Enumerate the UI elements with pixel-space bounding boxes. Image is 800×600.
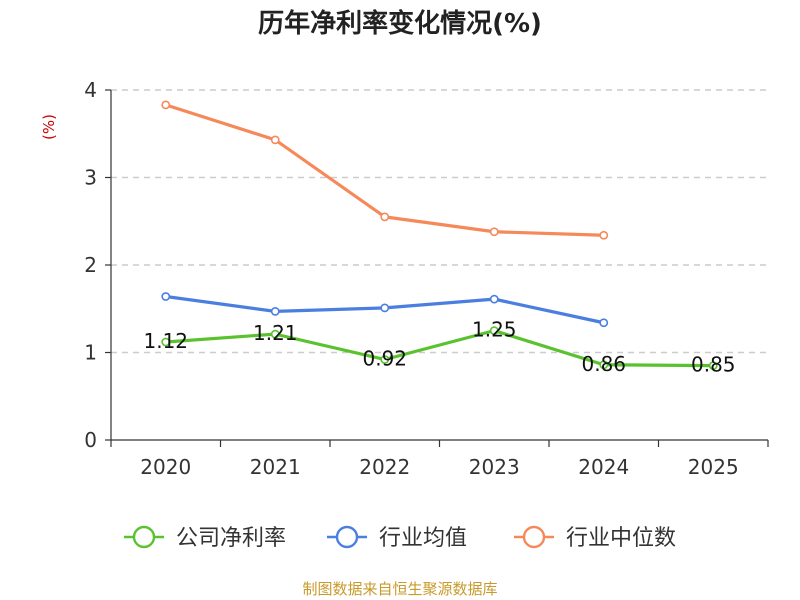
data-point bbox=[380, 212, 390, 222]
legend-item-行业中位数[interactable]: 行业中位数 bbox=[514, 525, 676, 551]
data-label: 1.25 bbox=[472, 318, 517, 342]
series-line-公司净利率 bbox=[165, 329, 714, 368]
data-label: 0.85 bbox=[691, 353, 736, 377]
data-point bbox=[270, 135, 280, 145]
series-group bbox=[161, 100, 718, 371]
axes: 0 1 2 3 4 2020 2021 2022 2023 2024 2025 bbox=[84, 78, 769, 479]
data-labels: 1.12 1.21 0.92 1.25 0.86 0.85 bbox=[143, 318, 735, 377]
x-tick-label-2023: 2023 bbox=[469, 455, 520, 479]
legend-label: 行业中位数 bbox=[566, 526, 676, 551]
legend-label: 公司净利率 bbox=[176, 526, 286, 551]
y-axis-unit-label: (%) bbox=[40, 114, 58, 140]
y-tick-label: 4 bbox=[84, 78, 97, 102]
x-tick-label-2024: 2024 bbox=[578, 455, 629, 479]
gridlines bbox=[111, 89, 768, 354]
legend-marker-icon bbox=[335, 525, 359, 549]
x-tick-label-2025: 2025 bbox=[688, 455, 739, 479]
data-point bbox=[270, 306, 280, 316]
data-label: 0.86 bbox=[581, 352, 626, 376]
data-point bbox=[599, 360, 609, 370]
source-note: 制图数据来自恒生聚源数据库 bbox=[302, 580, 497, 598]
data-point bbox=[380, 355, 390, 364]
data-point bbox=[489, 294, 499, 304]
legend-item-公司净利率[interactable]: 公司净利率 bbox=[124, 525, 286, 551]
data-label: 1.21 bbox=[253, 321, 298, 345]
y-tick-label: 3 bbox=[84, 166, 97, 190]
y-tick-label: 1 bbox=[84, 341, 97, 365]
data-point bbox=[270, 329, 280, 339]
data-point bbox=[161, 292, 171, 301]
legend-item-行业均值[interactable]: 行业均值 bbox=[327, 525, 467, 551]
data-point bbox=[161, 337, 171, 347]
legend-label: 行业均值 bbox=[379, 526, 467, 551]
data-point bbox=[599, 318, 609, 328]
x-tick-label-2020: 2020 bbox=[140, 455, 191, 479]
data-point bbox=[708, 361, 718, 371]
legend-marker-icon bbox=[522, 525, 546, 549]
data-point bbox=[489, 227, 499, 237]
chart-title: 历年净利率变化情况(%) bbox=[258, 8, 542, 39]
legend[interactable]: 公司净利率 行业均值 行业中位数 bbox=[124, 525, 676, 551]
data-point bbox=[489, 326, 499, 336]
y-tick-label: 0 bbox=[84, 428, 97, 452]
data-point bbox=[161, 100, 171, 110]
y-tick-label: 2 bbox=[84, 253, 97, 277]
data-point bbox=[599, 230, 609, 240]
legend-marker-icon bbox=[132, 525, 156, 549]
data-point bbox=[380, 303, 390, 313]
x-tick-label-2021: 2021 bbox=[250, 455, 301, 479]
data-label: 1.12 bbox=[143, 329, 188, 353]
x-tick-label-2022: 2022 bbox=[359, 455, 410, 479]
data-label: 0.92 bbox=[362, 347, 407, 371]
